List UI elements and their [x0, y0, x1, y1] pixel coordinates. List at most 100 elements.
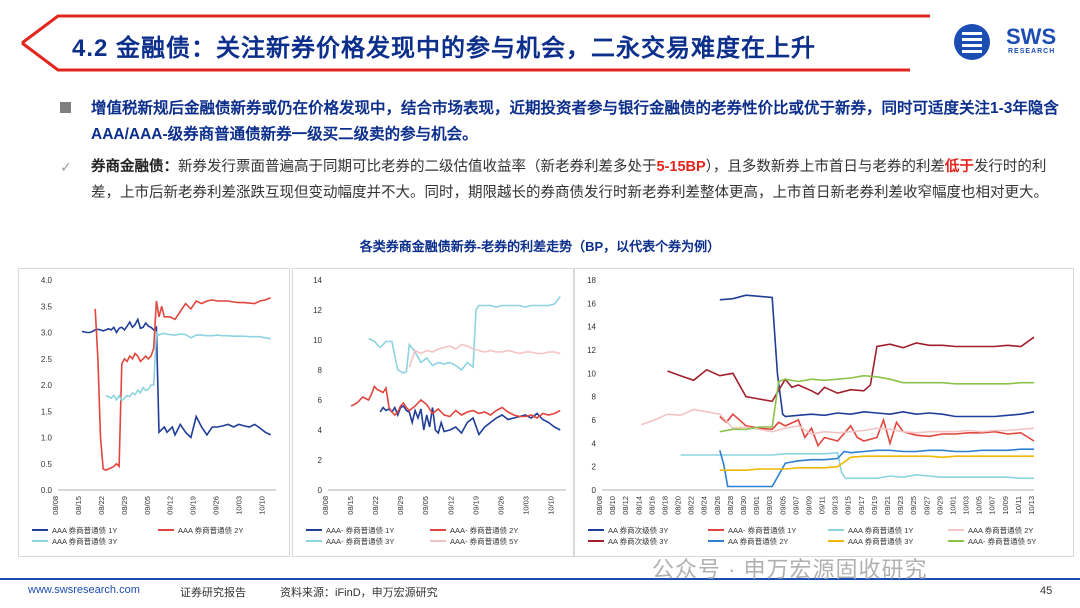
series-line	[680, 451, 1034, 480]
y-tick-label: 6	[318, 396, 323, 405]
series-line	[94, 297, 271, 471]
chart-frame	[18, 268, 290, 557]
y-tick-label: 3.5	[41, 302, 53, 311]
x-tick-label: 08/22	[97, 496, 106, 515]
square-bullet-icon	[60, 102, 71, 113]
series-line	[719, 448, 1034, 488]
x-tick-label: 09/29	[935, 496, 944, 515]
bullet-sub-part3: 发行时的利差，上市后新老券利差涨跌互现但变动幅度并不大。同时，期限越长的券商债发…	[91, 159, 1048, 201]
x-tick-label: 09/27	[922, 496, 931, 515]
x-tick-label: 09/19	[471, 496, 480, 515]
bullet-sub-part2: ），且多数新券上市首日与老券的利差	[705, 159, 945, 175]
x-tick-label: 09/09	[804, 496, 813, 515]
x-tick-label: 08/30	[739, 496, 748, 515]
series-line	[379, 404, 561, 437]
chart-mixed-spread: 0 2 4 6 8 10 12 14 16 18 08/08 08/10 08/12 08/14 08/16…	[574, 268, 1074, 557]
series-line	[408, 343, 561, 368]
y-tick-label: 0.5	[41, 460, 53, 469]
footer-divider	[0, 578, 1080, 580]
x-tick-label: 08/12	[621, 496, 630, 515]
series-line	[719, 413, 1035, 448]
bullet-main-text: 增值税新规后金融债新券或仍在价格发现中，结合市场表现，近期投资者参与银行金融债的…	[91, 100, 1059, 143]
sws-logo-icon	[954, 24, 990, 60]
x-tick-label: 09/15	[844, 496, 853, 515]
legend-label: AAA 券商普通债 2Y	[178, 525, 243, 535]
x-tick-label: 10/05	[975, 496, 984, 515]
checkmark-icon: ✓	[60, 159, 72, 175]
x-tick-label: 08/18	[660, 496, 669, 515]
bullet-sub-part1: 新券发行票面普遍高于同期可比老券的二级估值收益率（新老券利差多处于	[178, 159, 657, 175]
logo-subtext: RESEARCH	[1008, 48, 1056, 55]
x-tick-label: 08/08	[595, 496, 604, 515]
series-line	[719, 455, 1034, 471]
x-tick-label: 10/13	[1027, 496, 1036, 515]
legend-label: AAA- 券商普通债 5Y	[968, 536, 1036, 546]
chart-aaa-spread: 0.0 0.5 1.0 1.5 2.0 2.5 3.0 3.5 4.0 08/08 08/15 08/…	[18, 268, 290, 557]
series-line	[105, 330, 271, 403]
x-tick-label: 08/22	[371, 496, 380, 515]
legend-label: AA 券商次级债 3Y	[608, 525, 668, 535]
series-line	[641, 408, 1035, 435]
legend-label: AAA- 券商普通债 2Y	[450, 525, 518, 535]
watermark: 公众号 · 申万宏源固收研究	[652, 557, 928, 582]
x-tick-label: 08/14	[634, 496, 643, 515]
bullet-sub-text: 券商金融债：新券发行票面普遍高于同期可比老券的二级估值收益率（新老券利差多处于5…	[60, 154, 1060, 206]
x-tick-label: 10/10	[258, 496, 267, 515]
y-tick-label: 1.5	[41, 407, 53, 416]
bullet-sub-label: 券商金融债：	[91, 159, 178, 175]
x-tick-label: 09/07	[791, 496, 800, 515]
footer-website[interactable]: www.swsresearch.com	[28, 584, 140, 596]
y-tick-label: 8	[318, 366, 323, 375]
y-tick-label: 10	[587, 369, 596, 378]
x-tick-label: 08/22	[687, 496, 696, 515]
y-tick-label: 16	[587, 299, 596, 308]
legend-label: AA 券商普通债 2Y	[728, 536, 788, 546]
x-tick-label: 10/09	[1001, 496, 1010, 515]
y-tick-label: 2.5	[41, 355, 53, 364]
series-line	[81, 317, 272, 440]
y-tick-label: 8	[592, 393, 597, 402]
footer-source: 资料来源：iFinD，申万宏源研究	[280, 587, 438, 599]
x-tick-label: 08/16	[647, 496, 656, 515]
y-tick-label: 0	[592, 486, 597, 495]
x-tick-label: 09/12	[166, 496, 175, 515]
x-tick-label: 08/15	[74, 496, 83, 515]
y-tick-label: 2	[592, 463, 597, 472]
x-tick-label: 10/01	[948, 496, 957, 515]
y-tick-label: 10	[313, 336, 322, 345]
y-tick-label: 14	[313, 276, 322, 285]
y-tick-label: 2.0	[41, 381, 53, 390]
x-tick-label: 09/23	[896, 496, 905, 515]
logo-text: SWS	[1006, 24, 1057, 49]
x-tick-label: 09/05	[778, 496, 787, 515]
x-tick-label: 08/20	[674, 496, 683, 515]
x-tick-label: 08/15	[346, 496, 355, 515]
x-tick-label: 09/13	[831, 496, 840, 515]
x-tick-label: 09/11	[818, 496, 827, 514]
x-tick-label: 10/11	[1014, 496, 1023, 514]
y-tick-label: 2	[318, 456, 323, 465]
x-tick-label: 08/10	[608, 496, 617, 515]
legend-label: AAA- 券商普通债 3Y	[326, 536, 394, 546]
bullet-sub: ✓ 券商金融债：新券发行票面普遍高于同期可比老券的二级估值收益率（新老券利差多处…	[60, 154, 1060, 206]
page-title: 4.2 金融债：关注新券价格发现中的参与机会，二永交易难度在上升	[72, 35, 817, 62]
page-number: 45	[1040, 585, 1053, 597]
x-tick-label: 08/28	[726, 496, 735, 515]
y-tick-label: 14	[587, 323, 596, 332]
x-tick-label: 09/21	[883, 496, 892, 515]
legend-label: AAA 券商普通债 3Y	[848, 536, 913, 546]
y-tick-label: 4	[592, 439, 597, 448]
legend-label: AAA 券商普通债 2Y	[968, 525, 1033, 535]
x-tick-label: 08/24	[700, 496, 709, 515]
legend-label: AAA- 券商普通债 5Y	[450, 536, 518, 546]
y-tick-label: 12	[313, 306, 322, 315]
chart-aaa-minus-spread: 0 2 4 6 8 10 12 14 08/08 08/15 08/22 08/29 09/05 09/1…	[292, 268, 574, 557]
x-tick-label: 08/29	[120, 496, 129, 515]
bullet-main: 增值税新规后金融债新券或仍在价格发现中，结合市场表现，近期投资者参与银行金融债的…	[60, 96, 1060, 148]
x-tick-label: 08/26	[713, 496, 722, 515]
y-tick-label: 3.0	[41, 329, 53, 338]
y-tick-label: 4.0	[41, 276, 53, 285]
y-tick-label: 0	[318, 486, 323, 495]
legend-label: AAA- 券商普通债 1Y	[728, 525, 796, 535]
x-tick-label: 10/07	[988, 496, 997, 515]
